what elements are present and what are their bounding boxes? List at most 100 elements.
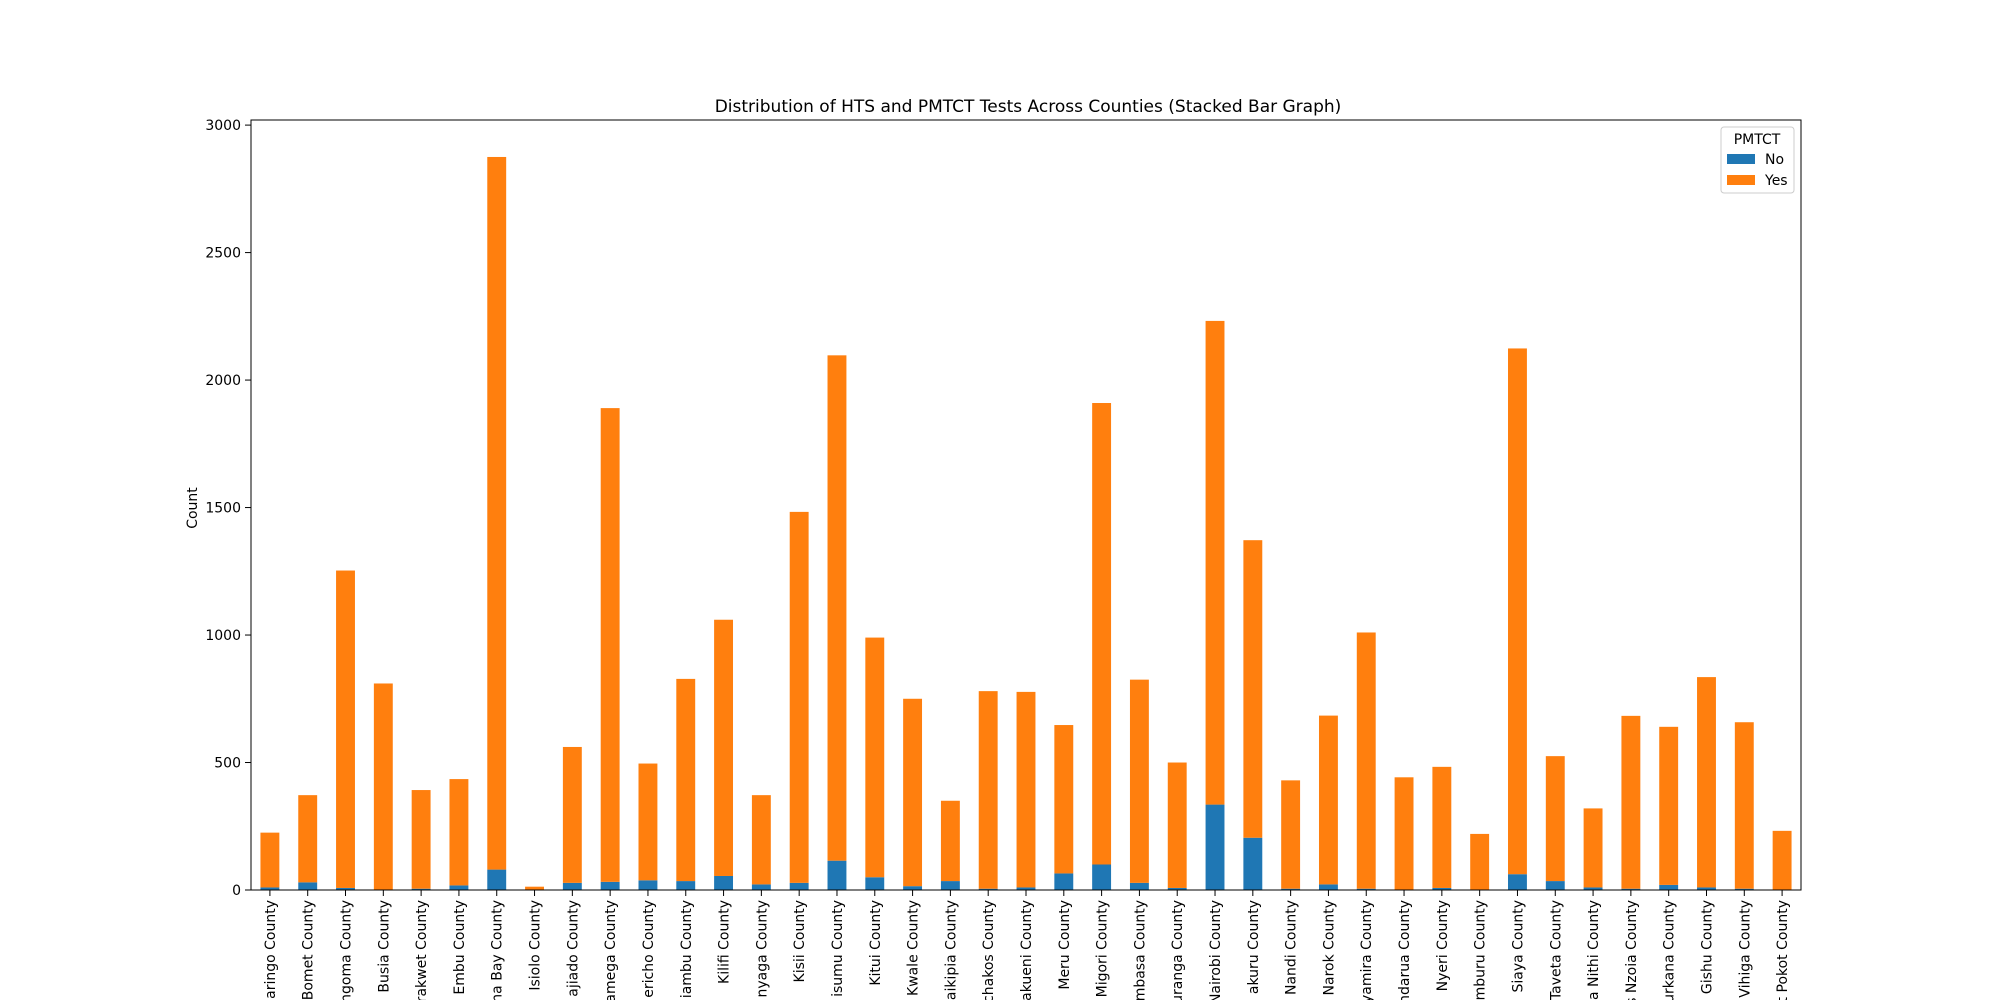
- bar-yes-14: [789, 511, 809, 883]
- bar-yes-34: [1545, 756, 1565, 882]
- x-tick-label: Taveta County: [1548, 900, 1564, 1000]
- bar-yes-37: [1659, 726, 1679, 885]
- x-tick-label: mburu County: [1473, 900, 1489, 1000]
- bar-no-37: [1659, 884, 1679, 890]
- x-tick-label: yamira County: [1359, 900, 1375, 1000]
- bar-no-25: [1205, 804, 1225, 890]
- bar-yes-30: [1394, 777, 1414, 890]
- bar-yes-20: [1016, 691, 1036, 888]
- bar-no-13: [751, 884, 771, 890]
- bar-no-9: [600, 881, 620, 890]
- x-tick-label: Busia County: [376, 900, 392, 993]
- bar-no-17: [903, 886, 923, 890]
- x-tick-label: isumu County: [830, 900, 846, 997]
- bar-yes-40: [1772, 830, 1792, 890]
- bar-yes-17: [903, 698, 923, 887]
- x-tick-label: t Pokot County: [1775, 900, 1791, 1000]
- bar-yes-36: [1621, 715, 1641, 889]
- x-tick-label: ndarua County: [1397, 900, 1413, 1000]
- x-tick-label: chakos County: [981, 900, 997, 1000]
- y-tick-label: 500: [214, 756, 241, 772]
- bar-yes-7: [525, 886, 544, 890]
- bar-yes-28: [1318, 715, 1338, 885]
- bar-no-18: [940, 881, 960, 890]
- x-tick-label: uranga County: [1170, 900, 1186, 1000]
- x-tick-label: amega County: [603, 900, 619, 1000]
- bar-yes-25: [1205, 320, 1225, 805]
- x-tick-label: ngoma County: [339, 900, 355, 1000]
- y-tick-label: 1500: [205, 501, 241, 517]
- x-tick-label: Nandi County: [1284, 900, 1300, 995]
- bar-no-10: [638, 880, 658, 890]
- bar-no-16: [865, 877, 885, 890]
- bar-no-23: [1129, 882, 1149, 890]
- x-tick-label: Kitui County: [868, 900, 884, 986]
- y-tick-label: 2000: [205, 373, 241, 389]
- x-tick-label: ericho County: [641, 900, 657, 998]
- x-tick-label: Gishu County: [1699, 900, 1715, 994]
- x-tick-label: Embu County: [452, 900, 468, 995]
- bar-no-28: [1318, 884, 1338, 890]
- bar-yes-33: [1508, 348, 1527, 875]
- bars-group: [260, 156, 1792, 890]
- bar-no-39: [1734, 888, 1754, 890]
- bar-yes-32: [1470, 833, 1490, 890]
- bar-yes-26: [1243, 540, 1263, 838]
- bar-no-33: [1508, 874, 1527, 890]
- x-tick-label: Siaya County: [1510, 900, 1526, 993]
- bar-no-1: [298, 882, 318, 890]
- x-tick-label: Vihiga County: [1737, 900, 1753, 998]
- x-tick-label: Meru County: [1057, 900, 1073, 990]
- bar-yes-1: [298, 795, 318, 883]
- bar-yes-31: [1432, 766, 1452, 888]
- x-tick-label: Kwale County: [906, 900, 922, 996]
- bar-yes-22: [1092, 403, 1112, 865]
- bar-yes-13: [751, 795, 771, 885]
- x-tick-label: nyaga County: [754, 900, 770, 998]
- bar-no-2: [336, 887, 355, 890]
- x-tick-label: iambu County: [679, 900, 695, 998]
- bar-yes-11: [676, 678, 696, 882]
- bar-no-26: [1243, 837, 1263, 890]
- bar-yes-15: [827, 355, 847, 861]
- legend-label-yes: Yes: [1764, 173, 1788, 189]
- x-tick-label: Isiolo County: [528, 900, 544, 991]
- legend-swatch-no: [1727, 154, 1755, 164]
- bar-yes-16: [865, 637, 885, 878]
- bar-yes-23: [1129, 679, 1149, 883]
- x-axis-ticks: aringo County Bomet County ngoma County Bus…: [263, 890, 1791, 1000]
- bar-no-27: [1281, 888, 1301, 890]
- bar-yes-18: [940, 800, 960, 882]
- bar-no-6: [487, 869, 507, 890]
- x-tick-label: rakwet County: [414, 900, 430, 1000]
- x-tick-label: Nyeri County: [1435, 900, 1451, 991]
- bar-no-31: [1432, 887, 1452, 890]
- x-tick-label: na Bay County: [490, 900, 506, 1000]
- bar-yes-9: [600, 408, 620, 882]
- x-tick-label: Bomet County: [301, 900, 317, 1000]
- bar-yes-39: [1734, 722, 1754, 889]
- x-tick-label: Kilifi County: [717, 900, 733, 984]
- bar-no-35: [1583, 887, 1603, 890]
- legend-title: PMTCT: [1734, 132, 1781, 148]
- bar-yes-10: [638, 763, 658, 881]
- x-tick-label: aringo County: [263, 900, 279, 999]
- x-tick-label: s Nzoia County: [1624, 900, 1640, 1000]
- bar-no-14: [789, 882, 809, 890]
- bar-yes-19: [978, 691, 998, 889]
- y-axis-ticks: 0 500 1000 1500 2000 2500 3000: [205, 118, 251, 899]
- plot-frame: [250, 119, 1802, 891]
- y-tick-label: 1000: [205, 628, 241, 644]
- bar-yes-38: [1697, 677, 1716, 888]
- bar-yes-35: [1583, 808, 1603, 888]
- y-axis-label: Count: [185, 487, 201, 529]
- x-tick-label: ajiado County: [565, 900, 581, 997]
- bar-yes-2: [336, 570, 355, 888]
- y-tick-label: 0: [232, 883, 241, 899]
- x-tick-label: akueni County: [1019, 900, 1035, 1000]
- bar-no-15: [827, 860, 847, 890]
- x-tick-label: Migori County: [1095, 900, 1111, 997]
- bar-no-29: [1356, 888, 1376, 890]
- bar-yes-6: [487, 156, 507, 870]
- bar-yes-27: [1281, 780, 1301, 889]
